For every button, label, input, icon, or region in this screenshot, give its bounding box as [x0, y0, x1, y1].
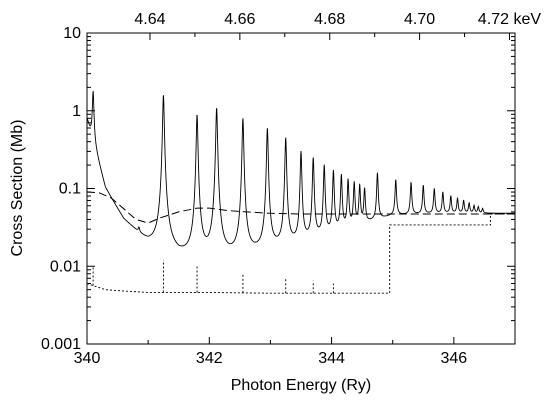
y-tick-label: 10 [63, 25, 81, 42]
y-axis-label: Cross Section (Mb) [9, 120, 26, 257]
y-tick-label: 1 [72, 103, 81, 120]
y-tick-label: 0.001 [41, 336, 81, 353]
series-dotted-line [86, 213, 515, 294]
series-dashed-line [86, 191, 515, 224]
axis-tick-labels: 340 342 344 346 4.64 4.66 4.68 4.70 4.72 keV 0.00… [41, 11, 541, 367]
top-tick-label: 4.70 [404, 11, 435, 28]
y-tick-label: 0.1 [59, 181, 81, 198]
x-axis-label: Photon Energy (Ry) [231, 377, 372, 394]
top-tick-label: 4.64 [134, 11, 165, 28]
x-tick-label: 346 [441, 350, 468, 367]
series-group [86, 90, 515, 294]
x-tick-label: 340 [74, 350, 101, 367]
series-solid-line [86, 90, 515, 247]
plot-frame [86, 32, 516, 345]
top-tick-label: 4.68 [314, 11, 345, 28]
y-tick-label: 0.01 [50, 258, 81, 275]
top-tick-label: 4.66 [224, 11, 255, 28]
x-tick-label: 342 [196, 350, 223, 367]
top-tick-label: 4.72 keV [478, 11, 541, 28]
axis-ticks [86, 32, 516, 345]
x-tick-label: 344 [318, 350, 345, 367]
